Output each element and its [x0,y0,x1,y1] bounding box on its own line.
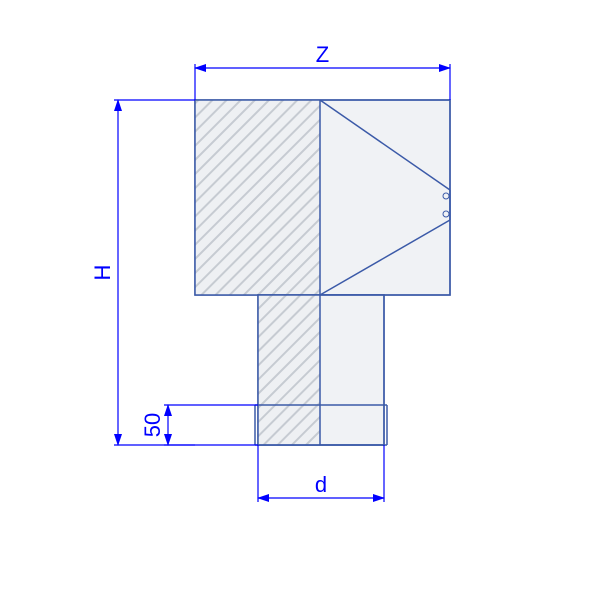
technical-drawing: Z H 50 d [0,0,600,600]
part-outline [195,100,450,445]
dim-label-d: d [315,472,327,497]
dim-label-z: Z [316,42,329,67]
dim-label-50: 50 [140,413,165,437]
dim-label-h: H [90,265,115,281]
